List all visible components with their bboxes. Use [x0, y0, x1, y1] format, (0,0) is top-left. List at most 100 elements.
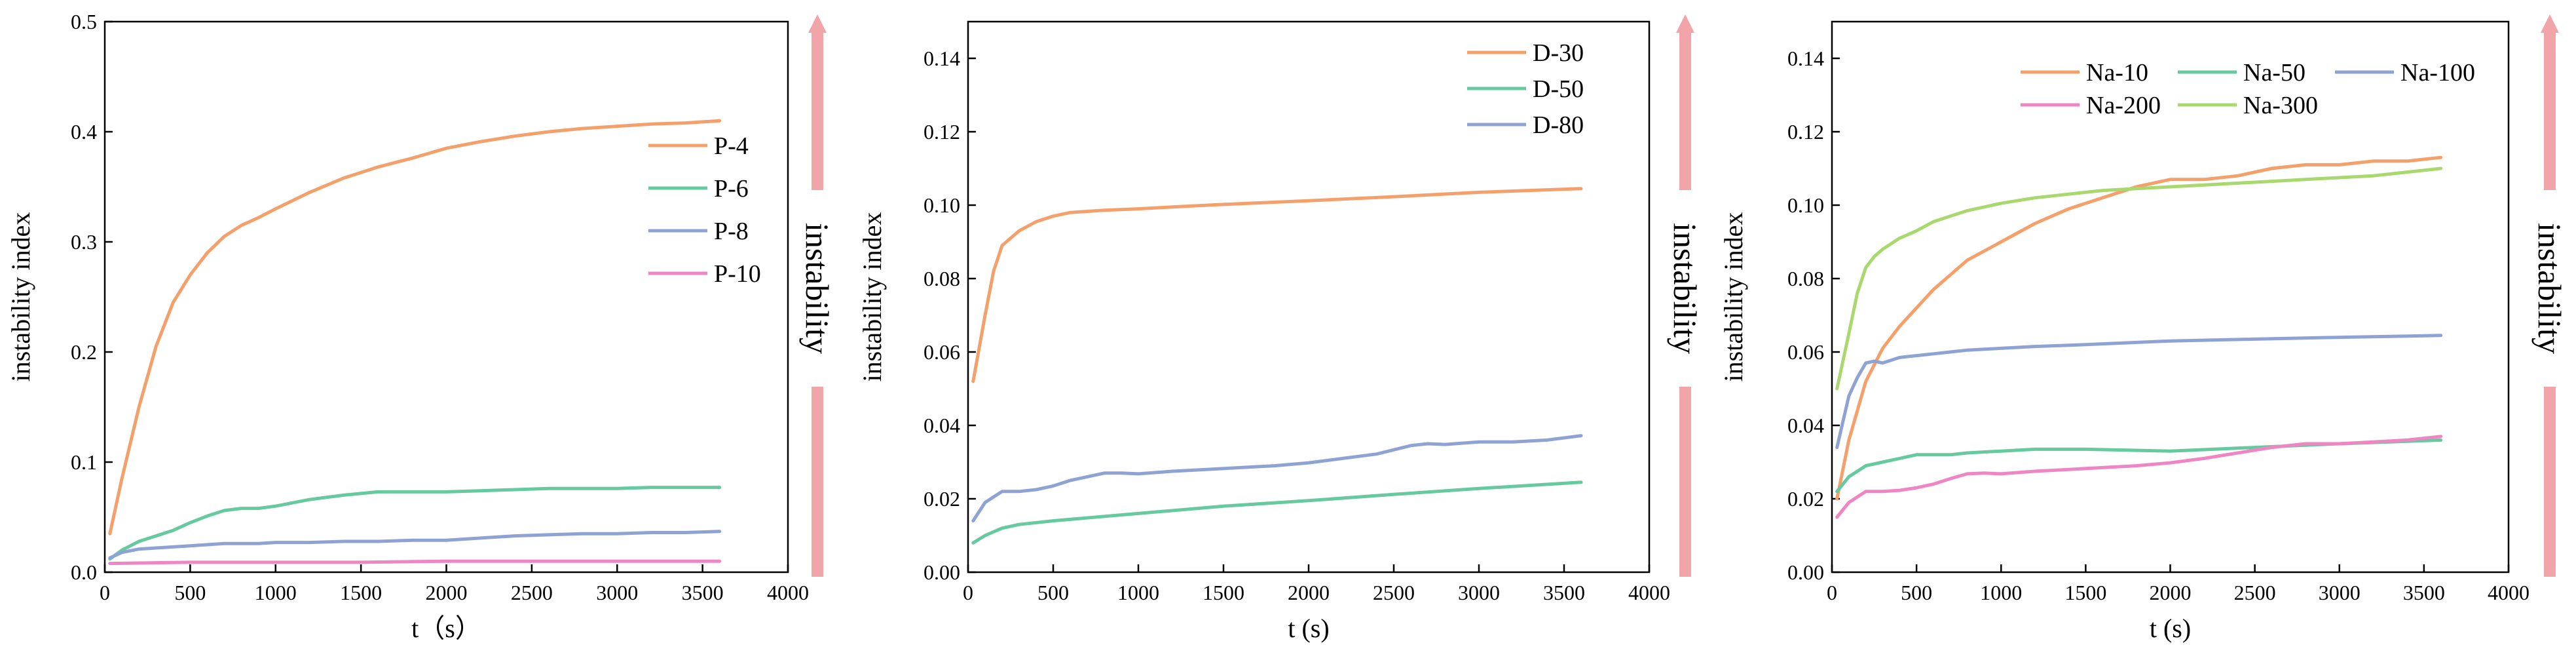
- y-tick-label: 0.1: [71, 450, 97, 474]
- x-axis-title: t（s）: [411, 613, 481, 643]
- plot-frame: [103, 20, 789, 574]
- x-tick-label: 1000: [255, 581, 297, 604]
- y-tick-label: 0.3: [71, 230, 97, 254]
- series-line-p-8: [108, 530, 722, 560]
- x-tick-label: 1000: [1117, 581, 1159, 604]
- series-line-na-100: [1835, 334, 2443, 450]
- series-line-p-6: [108, 486, 722, 561]
- x-tick-label: 3000: [2319, 581, 2361, 604]
- y-tick-label: 0.12: [924, 120, 960, 144]
- x-tick-label: 0: [1827, 581, 1837, 604]
- series-line-na-50: [1835, 438, 2443, 494]
- legend-label: P-4: [714, 132, 749, 160]
- legend: Na-10 Na-50 Na-100 Na-200 Na-300: [2021, 59, 2475, 119]
- arrow-shaft-top: [1679, 31, 1691, 190]
- y-tick-label: 0.08: [1787, 267, 1824, 290]
- y-tick-label: 0.14: [1787, 47, 1824, 70]
- x-tick-label: 500: [1901, 581, 1932, 604]
- x-tick-label: 0: [100, 581, 110, 604]
- y-axis-title: instability index: [6, 212, 35, 382]
- x-tick-label: 3500: [682, 581, 724, 604]
- chart-panel-1: 0 500 1000 1500 2000 2500 3000 3500 4000 0.0 0.1 0.…: [6, 10, 836, 643]
- series-line-p-10: [108, 559, 722, 566]
- legend-label: D-30: [1533, 39, 1584, 67]
- chart-panel-3: 0 500 1000 1500 2000 2500 3000 3500 4000 0.00 0.02…: [1719, 14, 2568, 643]
- arrow-head: [1676, 14, 1694, 33]
- x-tick-label: 3000: [596, 581, 638, 604]
- y-tick-label: 0.04: [924, 414, 960, 437]
- arrow-shaft-top: [2544, 31, 2556, 190]
- legend-label: P-10: [714, 260, 761, 288]
- x-tick-label: 500: [174, 581, 206, 604]
- x-tick-label: 2000: [1288, 581, 1330, 604]
- legend: P-4 P-6 P-8 P-10: [648, 132, 761, 288]
- x-tick-label: 3500: [2403, 581, 2445, 604]
- legend-label: Na-50: [2243, 59, 2305, 87]
- arrow-shaft-top: [812, 31, 823, 190]
- y-tick-label: 0.5: [71, 10, 97, 33]
- chart-panel-2: 0 500 1000 1500 2000 2500 3000 3500 4000 0.00 0.02…: [857, 14, 1704, 643]
- y-tick-label: 0.0: [71, 560, 97, 584]
- y-tick-label: 0.02: [1787, 487, 1824, 511]
- y-tick-label: 0.00: [924, 560, 960, 584]
- x-tick-label: 1500: [340, 581, 382, 604]
- plot-frame: [967, 20, 1651, 574]
- y-axis-title: instability index: [1719, 212, 1748, 382]
- legend-label: Na-200: [2086, 92, 2161, 119]
- series-line-na-300: [1835, 166, 2443, 391]
- y-tick-label: 0.02: [924, 487, 960, 511]
- legend-label: P-8: [714, 218, 749, 245]
- y-tick-label: 0.08: [924, 267, 960, 290]
- arrow-head: [2541, 14, 2559, 33]
- series-line-na-200: [1835, 435, 2443, 519]
- arrow-shaft-bottom: [1679, 387, 1691, 577]
- y-tick-label: 0.04: [1787, 414, 1824, 437]
- instability-label: instability: [799, 223, 836, 354]
- x-axis-title: t (s): [1288, 613, 1329, 643]
- legend: D-30 D-50 D-80: [1467, 39, 1584, 139]
- instability-arrow: instability: [799, 14, 836, 577]
- arrow-shaft-bottom: [812, 387, 823, 577]
- legend-label: Na-100: [2400, 59, 2475, 87]
- x-tick-label: 2000: [426, 581, 468, 604]
- x-tick-label: 4000: [2488, 581, 2529, 604]
- series-line-d-80: [971, 434, 1583, 523]
- x-tick-label: 1500: [1203, 581, 1244, 604]
- legend-label: D-80: [1533, 111, 1584, 139]
- y-tick-label: 0.06: [1787, 340, 1824, 364]
- series-line-na-10: [1835, 155, 2443, 501]
- x-tick-label: 2500: [2234, 581, 2276, 604]
- series-line-d-50: [971, 480, 1583, 545]
- y-tick-label: 0.2: [71, 340, 97, 364]
- legend-label: Na-300: [2243, 92, 2318, 119]
- y-tick-label: 0.10: [1787, 193, 1824, 217]
- x-tick-label: 2000: [2150, 581, 2192, 604]
- x-tick-label: 3000: [1458, 581, 1500, 604]
- plot-frame: [1831, 20, 2510, 574]
- y-axis-title: instability index: [857, 212, 887, 382]
- y-tick-label: 0.4: [71, 120, 97, 144]
- x-tick-label: 1000: [1980, 581, 2022, 604]
- series-line-p-4: [108, 119, 722, 535]
- series-line-d-30: [971, 187, 1583, 383]
- arrow-head: [808, 14, 827, 33]
- x-tick-label: 2500: [1373, 581, 1415, 604]
- y-tick-label: 0.10: [924, 193, 960, 217]
- instability-arrow: instability: [2531, 14, 2568, 577]
- legend-label: D-50: [1533, 75, 1584, 103]
- x-tick-label: 0: [963, 581, 973, 604]
- y-tick-label: 0.00: [1787, 560, 1824, 584]
- x-tick-label: 4000: [1628, 581, 1670, 604]
- arrow-shaft-bottom: [2544, 387, 2556, 577]
- y-tick-label: 0.06: [924, 340, 960, 364]
- legend-label: P-6: [714, 175, 749, 203]
- legend-label: Na-10: [2086, 59, 2148, 87]
- instability-label: instability: [1667, 223, 1704, 354]
- x-axis-title: t (s): [2150, 613, 2191, 643]
- x-tick-label: 3500: [1543, 581, 1585, 604]
- y-tick-label: 0.12: [1787, 120, 1824, 144]
- x-tick-label: 1500: [2064, 581, 2106, 604]
- x-tick-label: 500: [1037, 581, 1069, 604]
- x-tick-label: 4000: [767, 581, 809, 604]
